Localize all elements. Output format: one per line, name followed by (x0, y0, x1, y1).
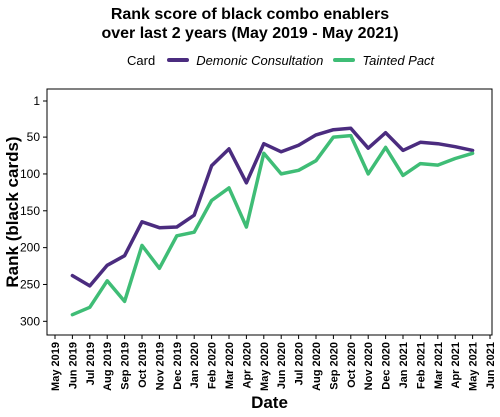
x-tick-label: Sep 2019 (120, 342, 132, 390)
x-tick-label: Dec 2019 (172, 342, 184, 390)
x-tick-label: Oct 2019 (137, 342, 149, 388)
x-tick-label: Mar 2021 (433, 342, 445, 389)
legend-item-demonic-consultation: Demonic Consultation (167, 53, 323, 68)
x-tick-label: Nov 2019 (154, 342, 166, 390)
legend-swatch-demonic-consultation (167, 58, 190, 62)
x-tick-label: Jun 2020 (276, 342, 288, 389)
legend: Card Demonic Consultation Tainted Pact (127, 51, 444, 69)
x-tick-label: May 2020 (259, 342, 271, 391)
x-tick-label: Jun 2019 (67, 342, 79, 389)
x-tick-label: Aug 2020 (311, 342, 323, 391)
x-tick-label: Jul 2020 (294, 342, 306, 385)
x-tick-label: Feb 2020 (207, 342, 219, 389)
plot-panel (46, 88, 493, 336)
chart-title: Rank score of black combo enablers (110, 6, 390, 23)
x-tick-label: Aug 2019 (102, 342, 114, 391)
x-tick-label: Nov 2020 (363, 342, 375, 390)
y-tick-label: 200 (20, 241, 40, 255)
y-tick-label: 100 (20, 167, 40, 181)
x-tick-label: Apr 2020 (241, 342, 253, 388)
x-tick-label: Sep 2020 (328, 342, 340, 390)
x-tick-label: Jan 2021 (398, 342, 410, 388)
legend-item-tainted-pact: Tainted Pact (333, 53, 434, 68)
x-tick-label: Dec 2020 (381, 342, 393, 390)
legend-label-tainted-pact: Tainted Pact (362, 52, 435, 68)
chart-subtitle: over last 2 years (May 2019 - May 2021) (101, 25, 399, 42)
x-axis-title: Date (251, 393, 288, 412)
series-line-tainted-pact (70, 133, 475, 317)
legend-label-demonic-consultation: Demonic Consultation (196, 52, 324, 68)
x-tick-label: Jan 2020 (189, 342, 201, 388)
y-tick-label: 50 (27, 130, 41, 144)
x-tick-label: Mar 2020 (224, 342, 236, 389)
x-tick-label: May 2019 (50, 342, 62, 391)
legend-title: Card (127, 52, 156, 68)
series-line-demonic-consultation (70, 126, 475, 288)
y-tick-label: 300 (20, 314, 40, 328)
x-tick-label: Jul 2019 (85, 342, 97, 385)
x-tick-label: Apr 2021 (450, 342, 462, 388)
y-tick-label: 250 (20, 277, 40, 291)
y-axis-title: Rank (black cards) (3, 136, 22, 287)
legend-swatch-tainted-pact (333, 58, 356, 62)
y-tick-label: 150 (20, 204, 40, 218)
x-tick-label: May 2021 (468, 342, 480, 391)
x-tick-label: Feb 2021 (415, 342, 427, 389)
x-tick-label: Oct 2020 (346, 342, 358, 388)
x-tick-label: Jun 2021 (485, 342, 497, 389)
y-tick-label: 1 (33, 94, 40, 108)
